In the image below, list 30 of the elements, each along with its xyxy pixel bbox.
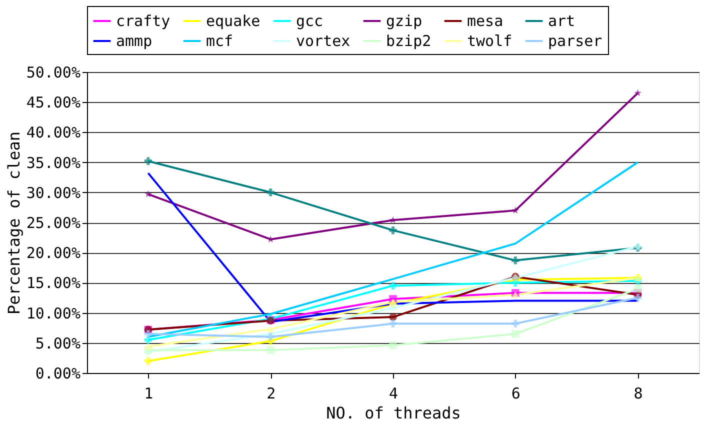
y-tick-label: 15.00%: [26, 274, 80, 292]
legend-label: bzip2: [386, 32, 432, 50]
y-tick-label: 0.00%: [35, 364, 80, 382]
y-tick-label: 20.00%: [26, 244, 80, 262]
legend-label: equake: [206, 12, 260, 30]
x-tick-label: 2: [266, 384, 276, 402]
y-tick-label: 40.00%: [26, 124, 80, 142]
x-tick-label: 4: [388, 384, 398, 402]
legend-label: ammp: [116, 32, 152, 50]
legend-label: gzip: [386, 12, 422, 30]
y-tick-label: 30.00%: [26, 184, 80, 202]
legend-label: mcf: [206, 32, 234, 50]
legend-label: vortex: [296, 32, 350, 50]
x-tick-label: 1: [144, 384, 154, 402]
legend-label: mesa: [467, 12, 504, 30]
y-tick-label: 10.00%: [26, 304, 80, 322]
legend-label: crafty: [116, 12, 170, 30]
legend-label: art: [548, 12, 576, 30]
legend-label: twolf: [467, 32, 512, 50]
y-tick-label: 35.00%: [26, 154, 80, 172]
x-tick-label: 8: [634, 384, 643, 402]
y-tick-label: 25.00%: [26, 214, 80, 232]
legend-label: gcc: [296, 12, 324, 30]
x-axis-title: NO. of threads: [326, 404, 461, 422]
x-tick-label: 6: [511, 384, 520, 402]
y-tick-label: 50.00%: [26, 64, 80, 82]
y-tick-label: 45.00%: [26, 94, 80, 112]
y-tick-label: 5.00%: [35, 334, 80, 352]
y-axis-title: Percentage of clean: [4, 131, 24, 315]
legend-label: parser: [548, 32, 602, 50]
